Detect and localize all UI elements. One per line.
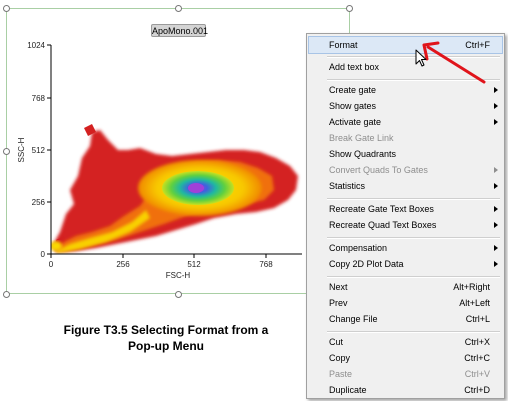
submenu-arrow-icon xyxy=(494,183,498,189)
menu-item-format[interactable]: Format Ctrl+F xyxy=(308,36,503,54)
caption-line-2: Pop-up Menu xyxy=(128,339,204,353)
menu-item-label: Show gates xyxy=(329,101,377,111)
menu-item-label: Format xyxy=(329,40,358,50)
x-tick-label-0: 0 xyxy=(49,260,54,269)
submenu-arrow-icon xyxy=(494,222,498,228)
x-tick-label-256: 256 xyxy=(116,260,130,269)
menu-item-label: Add text box xyxy=(329,62,380,72)
menu-separator xyxy=(327,237,500,239)
context-menu: Format Ctrl+F Add text box Create gate S… xyxy=(306,33,505,399)
menu-item-label: Duplicate xyxy=(329,385,367,395)
menu-item-shortcut: Ctrl+F xyxy=(465,40,490,50)
menu-item-show-quadrants[interactable]: Show Quadrants xyxy=(309,146,502,162)
menu-item-label: Activate gate xyxy=(329,117,382,127)
menu-separator xyxy=(327,276,500,278)
y-tick-label-0: 0 xyxy=(41,250,46,259)
menu-item-label: Recreate Quad Text Boxes xyxy=(329,220,437,230)
menu-item-label: Change File xyxy=(329,314,378,324)
x-tick-label-768: 768 xyxy=(259,260,273,269)
y-tick-label-512: 512 xyxy=(32,146,46,155)
menu-item-label: Prev xyxy=(329,298,348,308)
menu-item-shortcut: Ctrl+X xyxy=(464,337,490,347)
resize-handle-bottom-left[interactable] xyxy=(3,291,10,298)
menu-item-shortcut: Ctrl+V xyxy=(464,369,490,379)
submenu-arrow-icon xyxy=(494,245,498,251)
menu-item-break-gate-link[interactable]: Break Gate Link xyxy=(309,130,502,146)
menu-item-shortcut: Ctrl+L xyxy=(465,314,490,324)
menu-item-shortcut: Ctrl+D xyxy=(464,385,490,395)
submenu-arrow-icon xyxy=(494,206,498,212)
menu-item-create-gate[interactable]: Create gate xyxy=(309,82,502,98)
menu-item-change-file[interactable]: Change File Ctrl+L xyxy=(309,311,502,327)
menu-separator xyxy=(327,331,500,333)
density-debris xyxy=(51,241,62,251)
menu-separator xyxy=(327,56,500,58)
menu-item-label: Next xyxy=(329,282,348,292)
density-region-mid-tail xyxy=(54,210,150,253)
y-tick-label-1024: 1024 xyxy=(27,41,45,50)
menu-item-convert-quads-to-gates[interactable]: Convert Quads To Gates xyxy=(309,162,502,178)
menu-item-cut[interactable]: Cut Ctrl+X xyxy=(309,334,502,350)
resize-handle-top-center[interactable] xyxy=(175,5,182,12)
menu-item-prev[interactable]: Prev Alt+Left xyxy=(309,295,502,311)
menu-item-shortcut: Alt+Right xyxy=(453,282,490,292)
figure-caption: Figure T3.5 Selecting Format from a Pop-… xyxy=(40,322,292,354)
x-axis-label: FSC-H xyxy=(166,271,191,280)
plot-title[interactable]: ApoMono.001 xyxy=(151,24,209,37)
menu-item-shortcut: Ctrl+C xyxy=(464,353,490,363)
menu-item-next[interactable]: Next Alt+Right xyxy=(309,279,502,295)
menu-item-copy[interactable]: Copy Ctrl+C xyxy=(309,350,502,366)
menu-item-label: Recreate Gate Text Boxes xyxy=(329,204,434,214)
menu-item-label: Statistics xyxy=(329,181,366,191)
density-cloud xyxy=(51,124,298,253)
submenu-arrow-icon xyxy=(494,119,498,125)
menu-item-activate-gate[interactable]: Activate gate xyxy=(309,114,502,130)
y-tick-label-768: 768 xyxy=(32,94,46,103)
y-tick-label-256: 256 xyxy=(32,198,46,207)
menu-item-label: Cut xyxy=(329,337,344,347)
menu-item-label: Create gate xyxy=(329,85,377,95)
menu-item-recreate-quad-text-boxes[interactable]: Recreate Quad Text Boxes xyxy=(309,217,502,233)
menu-item-copy-2d-plot-data[interactable]: Copy 2D Plot Data xyxy=(309,256,502,272)
menu-item-label: Break Gate Link xyxy=(329,133,394,143)
menu-item-paste[interactable]: Paste Ctrl+V xyxy=(309,366,502,382)
menu-separator xyxy=(327,79,500,81)
menu-item-compensation[interactable]: Compensation xyxy=(309,240,502,256)
menu-item-duplicate[interactable]: Duplicate Ctrl+D xyxy=(309,382,502,398)
caption-line-1: Figure T3.5 Selecting Format from a xyxy=(63,323,269,337)
y-axis-label: SSC-H xyxy=(17,137,26,162)
resize-handle-top-right[interactable] xyxy=(346,5,353,12)
menu-item-label: Copy 2D Plot Data xyxy=(329,259,404,269)
menu-item-label: Convert Quads To Gates xyxy=(329,165,428,175)
menu-item-recreate-gate-text-boxes[interactable]: Recreate Gate Text Boxes xyxy=(309,201,502,217)
submenu-arrow-icon xyxy=(494,103,498,109)
density-speckle-upper xyxy=(84,124,96,136)
menu-item-label: Copy xyxy=(329,353,351,363)
menu-item-shortcut: Alt+Left xyxy=(459,298,490,308)
menu-separator xyxy=(327,198,500,200)
menu-item-label: Show Quadrants xyxy=(329,149,397,159)
menu-item-label: Paste xyxy=(329,369,353,379)
menu-item-show-gates[interactable]: Show gates xyxy=(309,98,502,114)
menu-item-add-text-box[interactable]: Add text box xyxy=(309,59,502,75)
resize-handle-bottom-center[interactable] xyxy=(175,291,182,298)
submenu-arrow-icon xyxy=(494,87,498,93)
submenu-arrow-icon xyxy=(494,167,498,173)
menu-item-label: Compensation xyxy=(329,243,388,253)
x-tick-label-512: 512 xyxy=(187,260,201,269)
resize-handle-middle-left[interactable] xyxy=(3,148,10,155)
menu-item-statistics[interactable]: Statistics xyxy=(309,178,502,194)
density-peak xyxy=(188,183,204,193)
submenu-arrow-icon xyxy=(494,261,498,267)
resize-handle-top-left[interactable] xyxy=(3,5,10,12)
